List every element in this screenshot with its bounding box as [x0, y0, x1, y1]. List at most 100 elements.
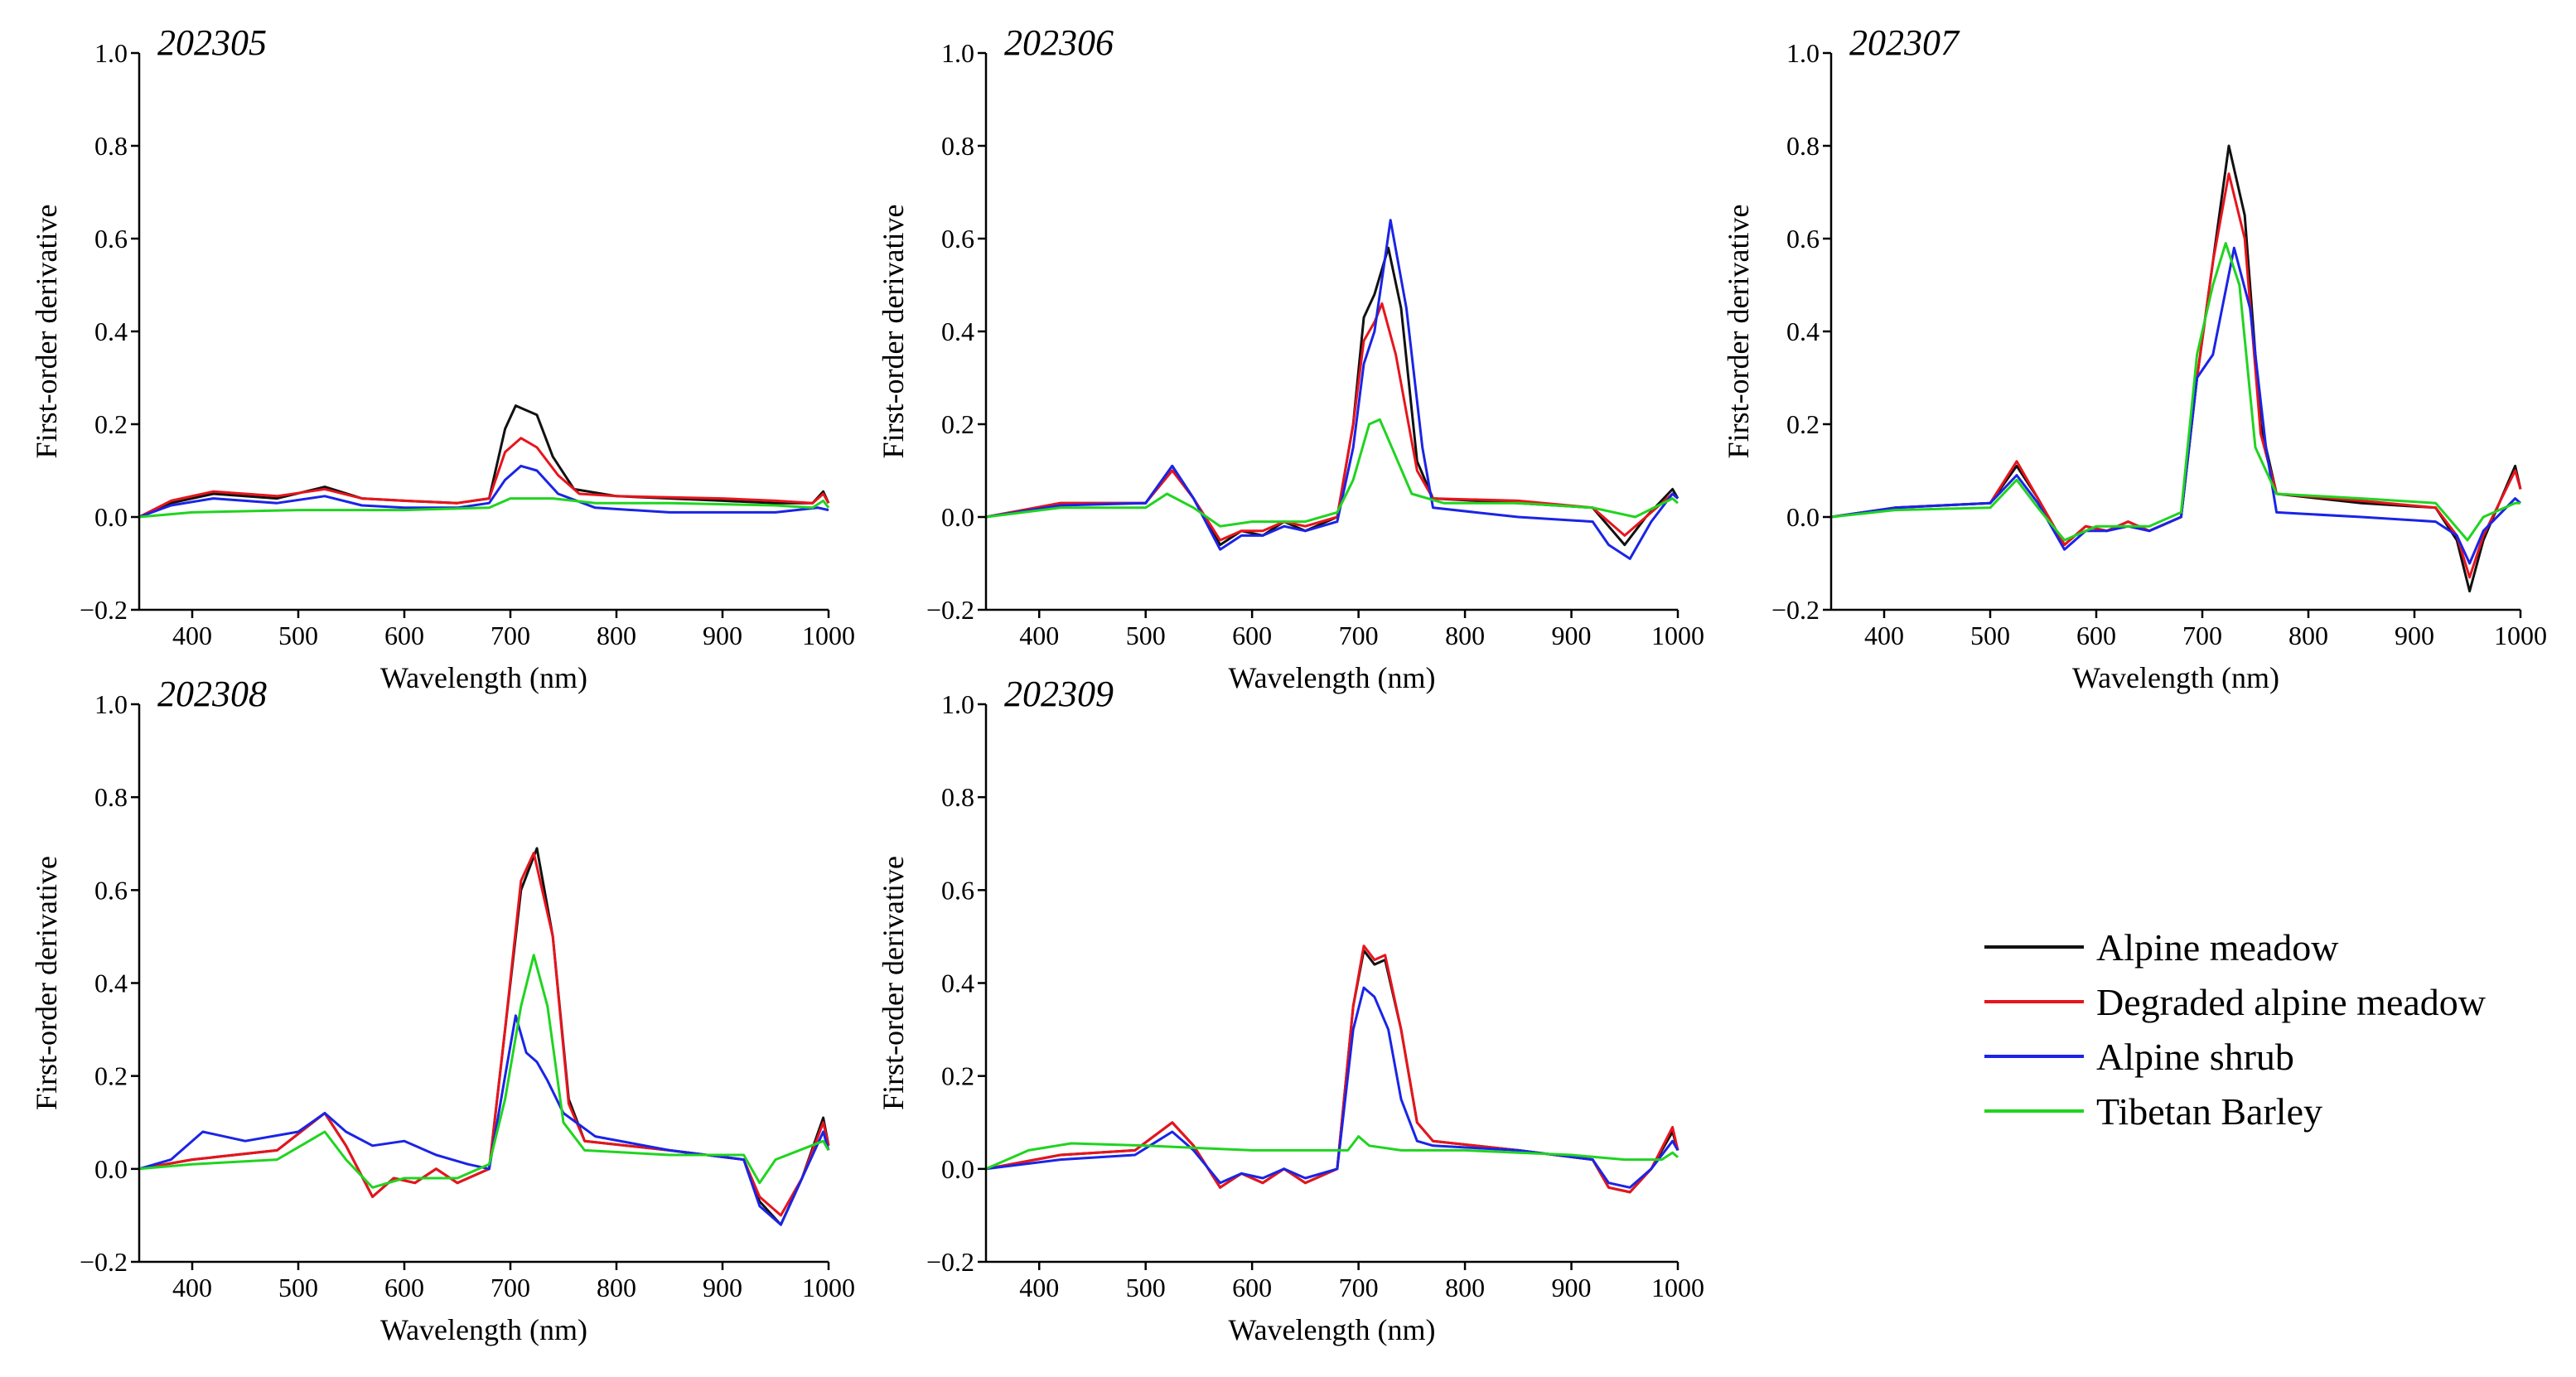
x-tick-label: 800 — [597, 621, 636, 650]
chart-panels: 400 500 600 700 800 900 1000 −0.2 0.0 0.2 0.4 0.6 0.… — [30, 22, 2547, 1346]
y-tick-label: 0.2 — [94, 409, 128, 439]
legend-label-alpine-shrub: Alpine shrub — [2096, 1036, 2294, 1078]
panel-202305: 400 500 600 700 800 900 1000 −0.2 0.0 0.2 0.4 0.6 0.… — [30, 22, 855, 694]
series-line-tibetan-barley — [138, 497, 830, 519]
series-line-alpine-shrub — [1830, 246, 2521, 565]
y-tick-label: 0.6 — [1786, 224, 1820, 254]
panel-title: 202306 — [1004, 22, 1114, 63]
y-tick-label: 0.0 — [94, 502, 128, 532]
y-tick-label: 0.2 — [1786, 409, 1820, 439]
legend-item-degraded-alpine-meadow: Degraded alpine meadow — [1984, 981, 2487, 1023]
x-tick-label: 700 — [491, 621, 530, 650]
y-tick-label: 1.0 — [1786, 38, 1820, 68]
series-line-degraded-alpine-meadow — [985, 945, 1679, 1194]
y-tick-label: −0.2 — [926, 1247, 974, 1277]
series-line-alpine-shrub — [985, 986, 1679, 1189]
panel-202308: 400 500 600 700 800 900 1000 −0.2 0.0 0.2 0.4 0.6 0.… — [30, 674, 855, 1346]
x-axis-label: Wavelength (nm) — [1228, 1313, 1435, 1346]
legend-label-alpine-meadow: Alpine meadow — [2096, 926, 2339, 969]
x-tick-label: 600 — [384, 1273, 424, 1302]
x-tick-label: 400 — [1019, 1273, 1059, 1302]
legend: Alpine meadow Degraded alpine meadow Alp… — [1984, 926, 2487, 1133]
y-tick-label: 0.4 — [94, 316, 128, 346]
x-tick-label: 1000 — [802, 621, 855, 650]
x-axis-label: Wavelength (nm) — [2072, 661, 2279, 694]
x-tick-label: 500 — [1970, 621, 2010, 650]
y-tick-label: 1.0 — [94, 38, 128, 68]
y-tick-label: 0.4 — [941, 969, 974, 998]
y-axis-label: First-order derivative — [877, 856, 910, 1110]
x-tick-label: 800 — [2288, 621, 2328, 650]
y-tick-label: 1.0 — [94, 689, 128, 719]
x-tick-label: 400 — [172, 1273, 212, 1302]
y-tick-label: 0.8 — [941, 131, 974, 161]
panel-202306: 400 500 600 700 800 900 1000 −0.2 0.0 0.2 0.4 0.6 0.… — [877, 22, 1704, 694]
y-tick-label: 0.0 — [1786, 502, 1820, 532]
x-tick-label: 500 — [1126, 621, 1166, 650]
legend-label-tibetan-barley: Tibetan Barley — [2096, 1090, 2322, 1133]
panel-title: 202308 — [157, 674, 267, 714]
legend-item-tibetan-barley: Tibetan Barley — [1984, 1090, 2322, 1133]
x-tick-label: 600 — [2076, 621, 2116, 650]
panel-202307: 400 500 600 700 800 900 1000 −0.2 0.0 0.2 0.4 0.6 0.… — [1722, 22, 2547, 694]
x-tick-label: 700 — [1339, 1273, 1379, 1302]
x-tick-label: 900 — [1552, 1273, 1592, 1302]
y-tick-label: 0.6 — [94, 224, 128, 254]
y-tick-label: 0.6 — [941, 224, 974, 254]
x-tick-label: 900 — [1552, 621, 1592, 650]
x-tick-label: 1000 — [802, 1273, 855, 1302]
series-line-alpine-meadow — [985, 246, 1679, 547]
y-tick-label: 0.4 — [941, 316, 974, 346]
y-tick-label: 0.6 — [941, 875, 974, 905]
y-tick-label: 0.0 — [941, 502, 974, 532]
series-line-tibetan-barley — [138, 954, 830, 1189]
x-tick-label: 1000 — [2494, 621, 2547, 650]
y-axis-label: First-order derivative — [30, 856, 63, 1110]
series-line-degraded-alpine-meadow — [1830, 172, 2522, 579]
y-axis-label: First-order derivative — [30, 205, 63, 459]
x-tick-label: 500 — [278, 1273, 318, 1302]
y-tick-label: 0.2 — [941, 409, 974, 439]
series-line-alpine-shrub — [138, 1014, 830, 1226]
panel-title: 202309 — [1004, 674, 1114, 714]
x-tick-label: 400 — [1864, 621, 1904, 650]
x-axis-label: Wavelength (nm) — [380, 661, 587, 694]
y-tick-label: 0.8 — [1786, 131, 1820, 161]
x-tick-label: 700 — [1339, 621, 1379, 650]
x-tick-label: 600 — [1232, 621, 1272, 650]
legend-label-degraded-alpine-meadow: Degraded alpine meadow — [2096, 981, 2487, 1023]
x-tick-label: 800 — [1445, 1273, 1485, 1302]
x-tick-label: 600 — [384, 621, 424, 650]
x-tick-label: 700 — [2182, 621, 2222, 650]
x-tick-label: 800 — [597, 1273, 636, 1302]
y-tick-label: 0.8 — [94, 131, 128, 161]
y-tick-label: 0.2 — [94, 1061, 128, 1091]
x-tick-label: 400 — [1019, 621, 1059, 650]
x-tick-label: 500 — [1126, 1273, 1166, 1302]
y-tick-label: 0.0 — [94, 1154, 128, 1184]
x-tick-label: 400 — [172, 621, 212, 650]
x-tick-label: 900 — [703, 1273, 742, 1302]
y-tick-label: −0.2 — [80, 595, 128, 625]
series-line-alpine-shrub — [138, 464, 829, 519]
x-tick-label: 800 — [1445, 621, 1485, 650]
x-tick-label: 1000 — [1651, 1273, 1704, 1302]
y-tick-label: 0.8 — [941, 782, 974, 812]
x-axis-label: Wavelength (nm) — [1228, 661, 1435, 694]
series-line-tibetan-barley — [1830, 242, 2520, 542]
x-axis-label: Wavelength (nm) — [380, 1313, 587, 1346]
y-tick-label: 0.2 — [941, 1061, 974, 1091]
legend-item-alpine-meadow: Alpine meadow — [1984, 926, 2339, 969]
y-axis-label: First-order derivative — [877, 205, 910, 459]
series-line-tibetan-barley — [985, 418, 1679, 528]
y-tick-label: 1.0 — [941, 38, 974, 68]
x-tick-label: 900 — [2395, 621, 2434, 650]
y-tick-label: 0.4 — [94, 969, 128, 998]
y-axis-label: First-order derivative — [1722, 205, 1755, 459]
y-tick-label: 0.4 — [1786, 316, 1820, 346]
legend-item-alpine-shrub: Alpine shrub — [1984, 1036, 2294, 1078]
series-line-alpine-meadow — [1830, 144, 2522, 593]
series-line-degraded-alpine-meadow — [138, 437, 830, 519]
x-tick-label: 600 — [1232, 1273, 1272, 1302]
